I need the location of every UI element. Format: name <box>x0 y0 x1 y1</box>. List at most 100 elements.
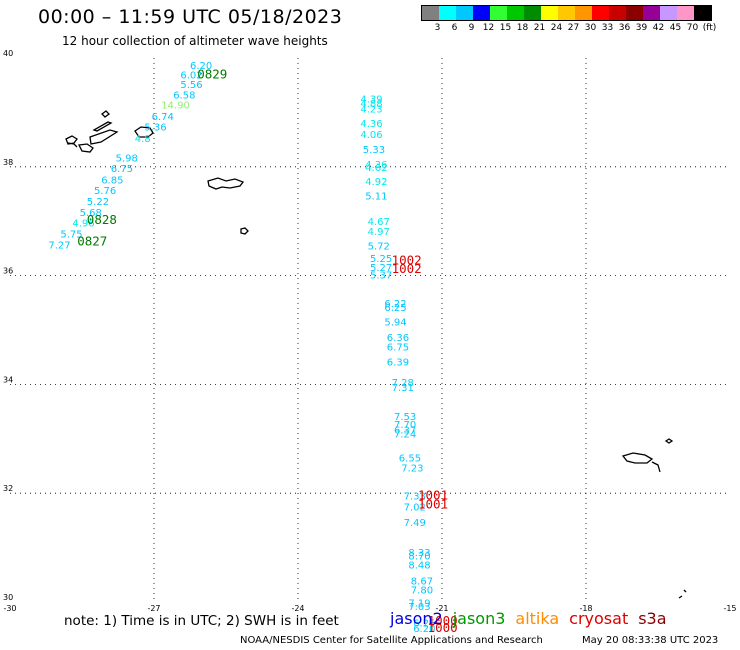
wave-height-label: 5.27 <box>370 263 392 274</box>
wave-height-label: 6.75 <box>111 164 133 175</box>
wave-height-label: 5.94 <box>384 318 406 329</box>
lat-tick-label: 34 <box>3 375 13 384</box>
credit-timestamp: May 20 08:33:38 UTC 2023 <box>582 635 719 646</box>
map-subtitle: 12 hour collection of altimeter wave hei… <box>62 34 328 48</box>
wave-height-label: 5.36 <box>144 122 166 133</box>
legend-swatch <box>507 6 524 20</box>
satellite-name: cryosat <box>569 609 629 628</box>
wave-height-label: 7.31 <box>392 383 414 394</box>
wave-height-label: 5.11 <box>365 191 387 202</box>
wave-height-label: 5.33 <box>363 145 385 156</box>
wave-height-label: 7.49 <box>404 518 426 529</box>
pass-time-label: 1002 <box>392 253 422 268</box>
island-terceira <box>134 126 154 138</box>
legend-swatch <box>660 6 677 20</box>
legend-label: 45 <box>669 23 682 33</box>
wave-height-label: 7.53 <box>394 412 416 423</box>
lon-tick-label: -27 <box>147 604 160 613</box>
wave-height-label: 8.33 <box>408 548 430 559</box>
lat-tick-label: 30 <box>3 593 13 602</box>
legend-label: 3 <box>434 23 441 33</box>
legend-swatch <box>490 6 507 20</box>
wave-height-label: 5.56 <box>180 80 202 91</box>
wave-height-label: 6.58 <box>173 90 195 101</box>
wave-height-label: 5.25 <box>370 254 392 265</box>
island-pico <box>89 129 119 145</box>
lon-tick-label: -18 <box>579 604 592 613</box>
pass-time-label: 0828 <box>87 212 117 227</box>
legend-swatch <box>558 6 575 20</box>
wave-height-label: 5.76 <box>94 186 116 197</box>
wave-height-label: 4.36 <box>365 160 387 171</box>
wave-height-label: 7.33 <box>404 492 426 503</box>
wave-height-label: 8.48 <box>408 560 430 571</box>
wave-height-label: 4.23 <box>360 104 382 115</box>
lon-tick-label: -24 <box>291 604 304 613</box>
lat-tick-label: 36 <box>3 267 13 276</box>
legend-label: 15 <box>499 23 512 33</box>
island-sao-miguel <box>207 177 245 190</box>
legend-swatch <box>609 6 626 20</box>
map-title: 00:00 – 11:59 UTC 05/18/2023 <box>38 6 343 28</box>
legend-swatch <box>626 6 643 20</box>
satellite-name: jason3 <box>452 609 506 628</box>
wave-height-label: 7.28 <box>392 378 414 389</box>
wave-height-label: 4.67 <box>368 217 390 228</box>
pass-time-label: 0827 <box>77 234 107 249</box>
island-porto-santo <box>664 438 674 444</box>
pass-time-label: 1000 <box>428 620 458 635</box>
legend-label: 70 <box>686 23 699 33</box>
wave-height-label: 4.92 <box>365 177 387 188</box>
legend-label: 33 <box>601 23 614 33</box>
wave-height-label: 6.20 <box>413 624 435 635</box>
wave-height-label: 6.20 <box>190 61 212 72</box>
pass-time-label: 1002 <box>392 261 422 276</box>
wave-height-label: 7.70 <box>394 420 416 431</box>
wave-height-label: 6.37 <box>394 425 416 436</box>
legend-label: 6 <box>451 23 458 33</box>
legend-swatch <box>456 6 473 20</box>
wave-height-label: 6.25 <box>413 618 435 629</box>
legend-swatch <box>592 6 609 20</box>
wave-height-label: 6.22 <box>384 299 406 310</box>
wave-height-label: 4.96 <box>72 219 94 230</box>
legend-swatches <box>421 5 712 21</box>
footer-note: note: 1) Time is in UTC; 2) SWH is in fe… <box>64 613 339 629</box>
wave-height-label: 6.36 <box>387 333 409 344</box>
legend-swatch <box>643 6 660 20</box>
wave-height-label: 14.90 <box>161 101 190 112</box>
pass-time-label: 1001 <box>418 488 448 503</box>
wave-height-label: 6.39 <box>387 357 409 368</box>
wave-height-label: 5.22 <box>87 197 109 208</box>
legend-label: 30 <box>584 23 597 33</box>
wave-height-label: 7.27 <box>48 240 70 251</box>
wave-height-label: 4.36 <box>360 119 382 130</box>
wave-height-label: 6.02 <box>180 71 202 82</box>
wave-height-label: 7.19 <box>408 598 430 609</box>
wave-height-label: 6.74 <box>152 112 174 123</box>
wave-height-label: 7.03 <box>408 602 430 613</box>
legend-swatch <box>439 6 456 20</box>
wave-height-label: 6.75 <box>387 343 409 354</box>
legend-swatch <box>422 6 439 20</box>
lon-tick-label: -30 <box>3 604 16 613</box>
legend-label: 39 <box>635 23 648 33</box>
island-faial <box>78 143 94 153</box>
lon-tick-label: -15 <box>723 604 736 613</box>
legend-label: 12 <box>482 23 495 33</box>
wave-height-label: 5.98 <box>116 153 138 164</box>
wave-height-label: 7.02 <box>404 503 426 514</box>
wave-height-label: 5.37 <box>370 270 392 281</box>
island-sao-jorge <box>92 121 113 132</box>
legend-swatch <box>541 6 558 20</box>
legend-swatch <box>524 6 541 20</box>
wave-height-label: 4.39 <box>360 95 382 106</box>
legend-swatch <box>575 6 592 20</box>
island-madeira <box>621 452 661 473</box>
legend-labels: 3 6 9 12 15 18 21 24 27 30 33 36 39 42 45 70 (ft) <box>421 21 717 33</box>
satellite-legend: jason2 jason3 altika cryosat s3a <box>390 609 677 628</box>
satellite-name: s3a <box>638 609 667 628</box>
wave-height-label: 7.24 <box>394 430 416 441</box>
wave-height-label: 4.88 <box>360 99 382 110</box>
